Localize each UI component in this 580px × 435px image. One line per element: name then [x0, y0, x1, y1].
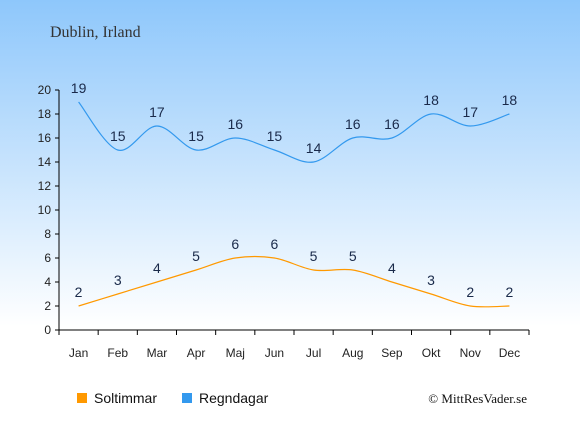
data-label: 2	[506, 284, 514, 300]
data-label: 18	[502, 92, 518, 108]
chart-title: Dublin, Irland	[50, 24, 141, 41]
data-label: 4	[153, 260, 161, 276]
y-tick-label: 12	[38, 179, 52, 193]
data-label: 17	[462, 104, 478, 120]
x-tick-label: Dec	[499, 346, 520, 360]
y-tick-label: 16	[38, 131, 52, 145]
data-label: 15	[188, 128, 204, 144]
legend-label: Soltimmar	[94, 390, 157, 406]
data-label: 16	[345, 116, 361, 132]
legend-swatch	[182, 393, 192, 403]
y-tick-label: 20	[38, 83, 52, 97]
y-tick-label: 14	[38, 155, 52, 169]
x-tick-label: Jul	[306, 346, 321, 360]
y-tick-label: 10	[38, 203, 52, 217]
data-label: 3	[427, 272, 435, 288]
data-label: 18	[423, 92, 439, 108]
x-tick-label: Nov	[460, 346, 481, 360]
x-tick-label: Apr	[187, 346, 206, 360]
y-tick-label: 2	[44, 299, 51, 313]
x-tick-label: Sep	[381, 346, 403, 360]
y-tick-label: 4	[44, 275, 51, 289]
data-label: 17	[149, 104, 165, 120]
data-label: 5	[310, 248, 318, 264]
x-tick-label: Jan	[69, 346, 88, 360]
series-line-0	[78, 255, 510, 308]
data-label: 16	[384, 116, 400, 132]
data-label: 3	[114, 272, 122, 288]
data-label: 2	[75, 284, 83, 300]
data-label: 6	[231, 236, 239, 252]
y-tick-label: 8	[44, 227, 51, 241]
credit-text: © MittResVader.se	[428, 391, 527, 406]
data-label: 6	[271, 236, 279, 252]
y-tick-label: 18	[38, 107, 52, 121]
x-tick-label: Feb	[107, 346, 128, 360]
x-tick-label: Aug	[342, 346, 363, 360]
x-tick-label: Mar	[147, 346, 168, 360]
x-tick-label: Maj	[226, 346, 245, 360]
data-label: 5	[192, 248, 200, 264]
series-line-1	[78, 101, 510, 163]
x-tick-label: Okt	[422, 346, 441, 360]
legend-swatch	[77, 393, 87, 403]
x-tick-label: Jun	[265, 346, 284, 360]
data-label: 5	[349, 248, 357, 264]
data-label: 14	[306, 140, 322, 156]
data-label: 15	[110, 128, 126, 144]
data-label: 15	[267, 128, 283, 144]
y-tick-label: 6	[44, 251, 51, 265]
data-label: 4	[388, 260, 396, 276]
y-tick-label: 0	[44, 323, 51, 337]
data-label: 16	[227, 116, 243, 132]
data-label: 19	[71, 80, 87, 96]
legend-label: Regndagar	[199, 390, 269, 406]
data-label: 2	[466, 284, 474, 300]
